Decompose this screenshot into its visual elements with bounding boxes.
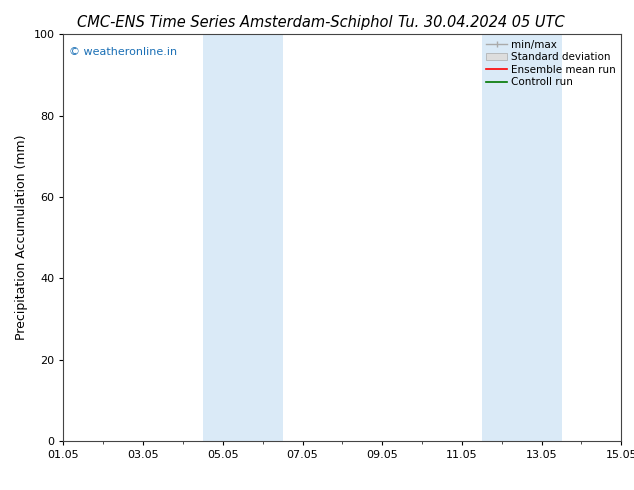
- Text: CMC-ENS Time Series Amsterdam-Schiphol: CMC-ENS Time Series Amsterdam-Schiphol: [77, 15, 392, 30]
- Text: Tu. 30.04.2024 05 UTC: Tu. 30.04.2024 05 UTC: [398, 15, 566, 30]
- Legend: min/max, Standard deviation, Ensemble mean run, Controll run: min/max, Standard deviation, Ensemble me…: [483, 36, 619, 91]
- Y-axis label: Precipitation Accumulation (mm): Precipitation Accumulation (mm): [15, 135, 28, 341]
- Bar: [482, 34, 562, 441]
- Text: © weatheronline.in: © weatheronline.in: [69, 47, 177, 56]
- Bar: [203, 34, 283, 441]
